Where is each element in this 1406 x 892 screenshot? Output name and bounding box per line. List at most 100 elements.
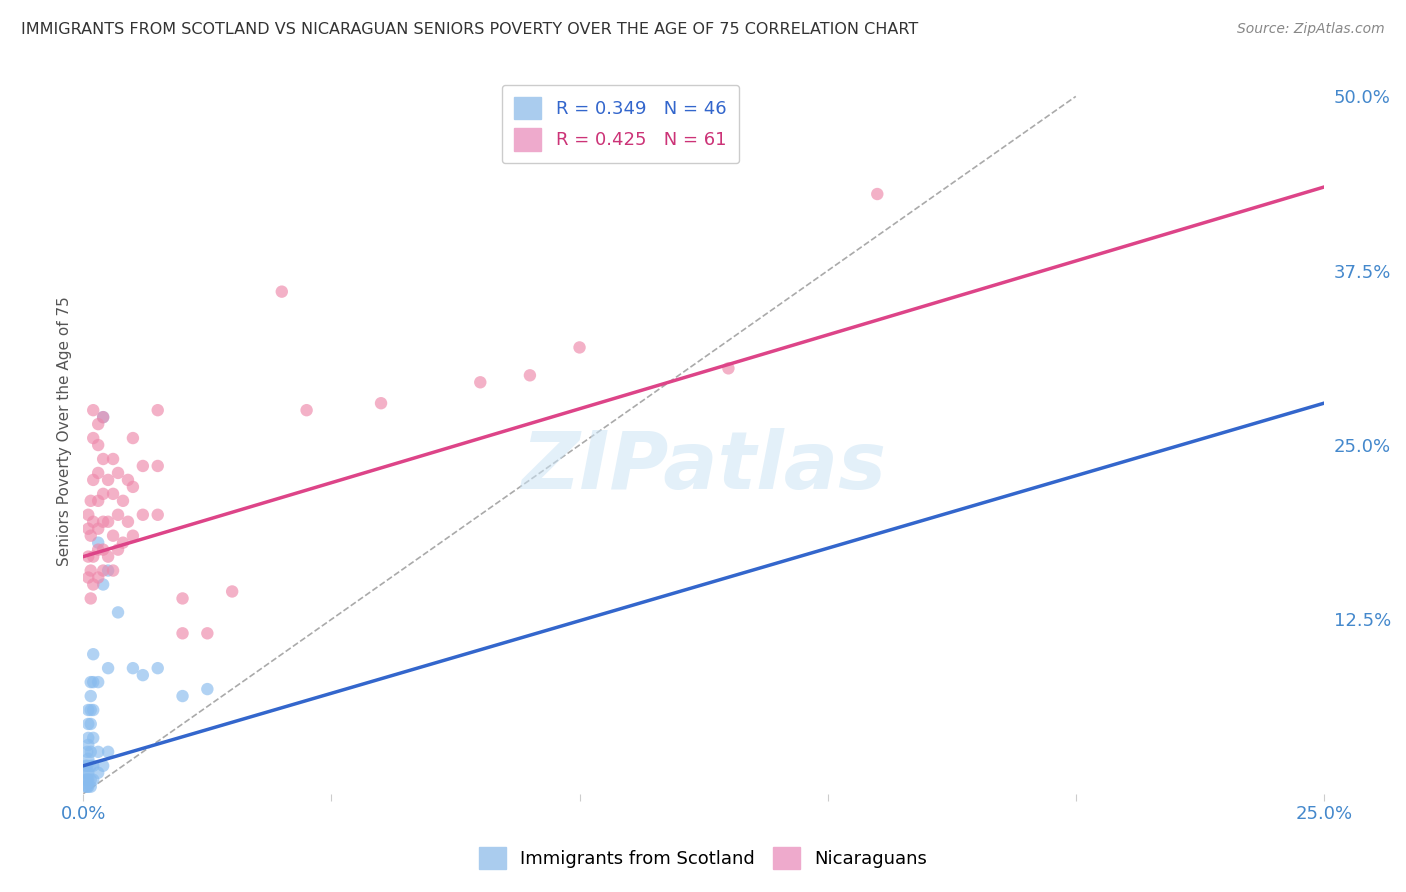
Point bbox=[80, 717, 103, 731]
Point bbox=[270, 285, 292, 299]
Point bbox=[87, 522, 110, 536]
Point bbox=[91, 542, 114, 557]
Point bbox=[82, 515, 104, 529]
Point bbox=[82, 473, 104, 487]
Point bbox=[91, 564, 114, 578]
Point bbox=[87, 745, 110, 759]
Legend: R = 0.349   N = 46, R = 0.425   N = 61: R = 0.349 N = 46, R = 0.425 N = 61 bbox=[502, 85, 740, 163]
Point bbox=[107, 606, 129, 620]
Point bbox=[91, 515, 114, 529]
Point bbox=[80, 703, 103, 717]
Point bbox=[80, 772, 103, 787]
Point bbox=[82, 431, 104, 445]
Point bbox=[82, 549, 104, 564]
Point bbox=[82, 647, 104, 661]
Point bbox=[82, 772, 104, 787]
Text: IMMIGRANTS FROM SCOTLAND VS NICARAGUAN SENIORS POVERTY OVER THE AGE OF 75 CORREL: IMMIGRANTS FROM SCOTLAND VS NICARAGUAN S… bbox=[21, 22, 918, 37]
Point bbox=[87, 765, 110, 780]
Point bbox=[101, 564, 124, 578]
Point bbox=[77, 549, 100, 564]
Point bbox=[568, 340, 591, 354]
Point bbox=[91, 577, 114, 591]
Point bbox=[111, 535, 134, 549]
Point bbox=[82, 403, 104, 417]
Point bbox=[122, 431, 145, 445]
Point bbox=[97, 473, 120, 487]
Point bbox=[77, 738, 100, 752]
Point bbox=[370, 396, 392, 410]
Point bbox=[717, 361, 740, 376]
Point bbox=[87, 570, 110, 584]
Point bbox=[77, 772, 100, 787]
Point bbox=[117, 473, 139, 487]
Point bbox=[132, 508, 155, 522]
Point bbox=[519, 368, 541, 383]
Point bbox=[146, 508, 169, 522]
Point bbox=[77, 570, 100, 584]
Point bbox=[470, 376, 492, 390]
Point bbox=[76, 745, 98, 759]
Point bbox=[87, 493, 110, 508]
Point bbox=[195, 682, 218, 697]
Point bbox=[107, 508, 129, 522]
Point bbox=[77, 752, 100, 766]
Point bbox=[101, 529, 124, 543]
Point bbox=[97, 515, 120, 529]
Point bbox=[97, 564, 120, 578]
Point bbox=[146, 661, 169, 675]
Point bbox=[107, 542, 129, 557]
Point bbox=[77, 717, 100, 731]
Point bbox=[91, 410, 114, 425]
Point bbox=[122, 480, 145, 494]
Point bbox=[87, 417, 110, 431]
Point bbox=[91, 452, 114, 467]
Point bbox=[172, 591, 194, 606]
Point bbox=[80, 780, 103, 794]
Point bbox=[132, 668, 155, 682]
Point bbox=[77, 731, 100, 745]
Point bbox=[172, 626, 194, 640]
Point bbox=[77, 522, 100, 536]
Point bbox=[80, 591, 103, 606]
Point bbox=[76, 759, 98, 773]
Point bbox=[221, 584, 243, 599]
Point bbox=[97, 745, 120, 759]
Point bbox=[91, 759, 114, 773]
Point bbox=[146, 458, 169, 473]
Point bbox=[77, 765, 100, 780]
Point bbox=[111, 493, 134, 508]
Point bbox=[107, 466, 129, 480]
Point bbox=[101, 487, 124, 501]
Point bbox=[75, 765, 97, 780]
Text: Source: ZipAtlas.com: Source: ZipAtlas.com bbox=[1237, 22, 1385, 37]
Point bbox=[91, 410, 114, 425]
Point bbox=[80, 493, 103, 508]
Point bbox=[172, 689, 194, 703]
Point bbox=[80, 745, 103, 759]
Point bbox=[75, 780, 97, 794]
Point bbox=[91, 487, 114, 501]
Point bbox=[82, 759, 104, 773]
Point bbox=[77, 780, 100, 794]
Point bbox=[82, 703, 104, 717]
Point bbox=[77, 703, 100, 717]
Text: ZIPatlas: ZIPatlas bbox=[522, 428, 886, 507]
Point bbox=[87, 438, 110, 452]
Point bbox=[101, 452, 124, 467]
Point bbox=[146, 403, 169, 417]
Point bbox=[82, 577, 104, 591]
Point bbox=[80, 564, 103, 578]
Point bbox=[122, 529, 145, 543]
Point bbox=[117, 515, 139, 529]
Point bbox=[75, 772, 97, 787]
Point bbox=[80, 675, 103, 690]
Point bbox=[77, 508, 100, 522]
Point bbox=[87, 535, 110, 549]
Point bbox=[87, 466, 110, 480]
Point bbox=[87, 675, 110, 690]
Point bbox=[866, 187, 889, 202]
Point bbox=[76, 780, 98, 794]
Point bbox=[82, 675, 104, 690]
Point bbox=[122, 661, 145, 675]
Point bbox=[132, 458, 155, 473]
